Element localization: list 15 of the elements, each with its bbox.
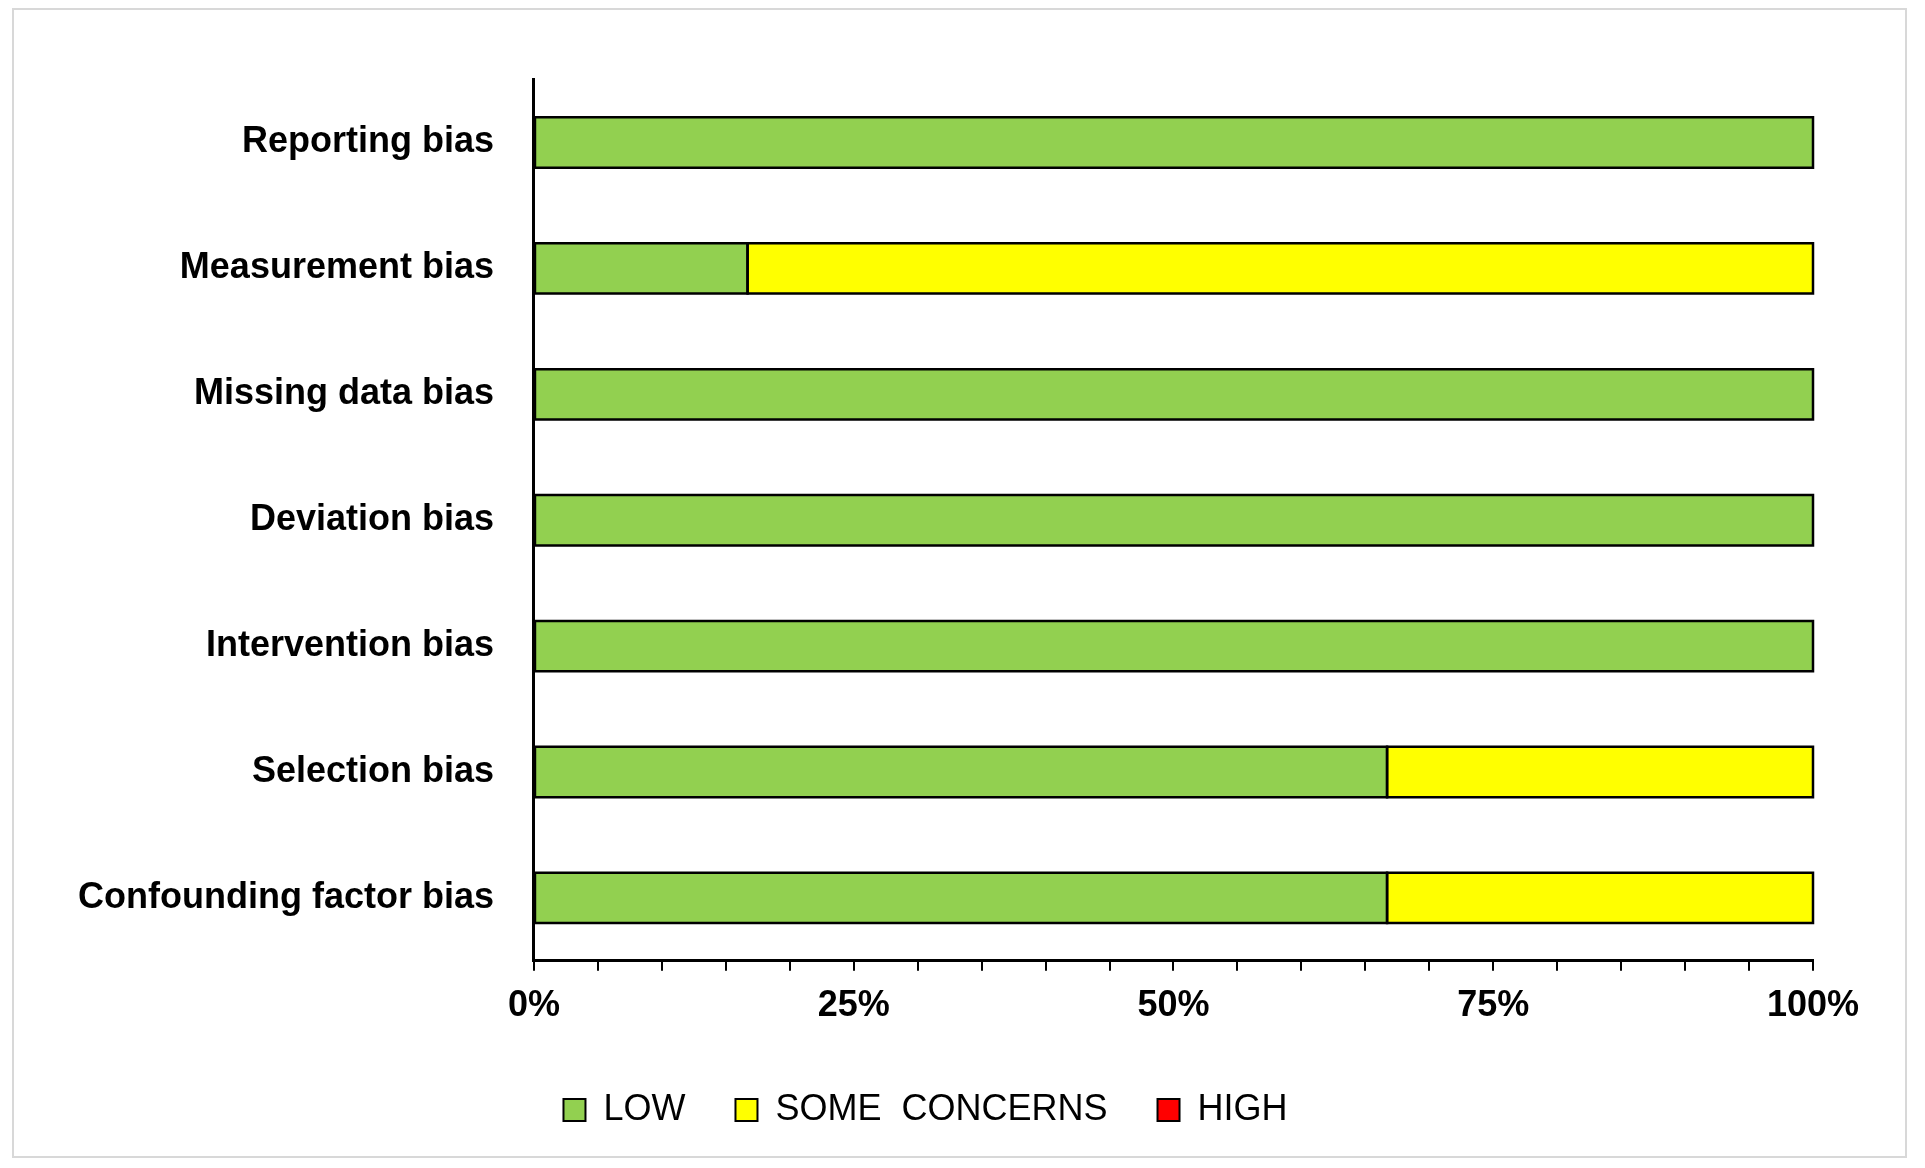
x-tick-label: 100% bbox=[1766, 983, 1860, 1025]
y-tick-label: Deviation bias bbox=[249, 497, 494, 539]
legend-label: LOW bbox=[603, 1086, 686, 1128]
x-tick-label: 75% bbox=[1457, 983, 1530, 1025]
y-tick-label: Measurement bias bbox=[179, 245, 494, 287]
legend-label: HIGH bbox=[1197, 1086, 1288, 1128]
x-tick-label: 25% bbox=[817, 983, 890, 1025]
x-tick-label: 0% bbox=[507, 983, 560, 1025]
x-tick-label: 50% bbox=[1137, 983, 1210, 1025]
y-tick-label: Intervention bias bbox=[205, 623, 494, 665]
y-tick-label: Confounding factor bias bbox=[78, 874, 494, 916]
y-tick-label: Selection bias bbox=[251, 748, 494, 790]
y-tick-label: Missing data bias bbox=[193, 371, 494, 413]
y-tick-label: Reporting bias bbox=[241, 119, 494, 161]
legend-label: SOME CONCERNS bbox=[775, 1086, 1108, 1128]
